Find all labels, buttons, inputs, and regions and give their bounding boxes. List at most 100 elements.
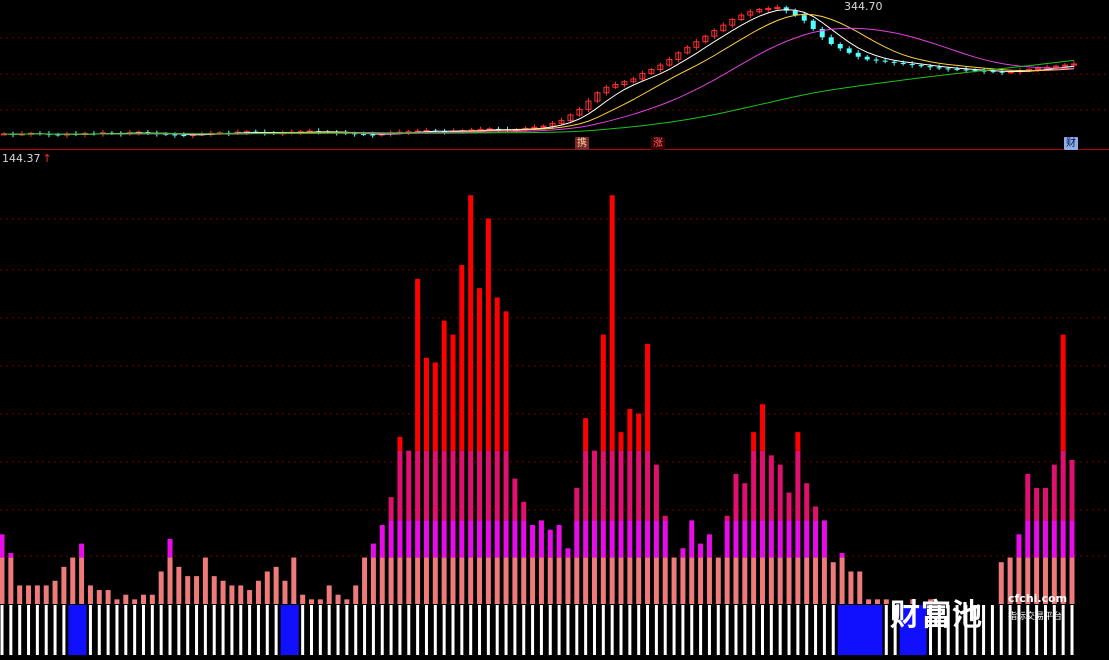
indicator-bar-segment bbox=[574, 487, 580, 521]
indicator-bar-segment bbox=[0, 534, 5, 558]
base-strip-block bbox=[917, 605, 927, 655]
indicator-bar-segment bbox=[724, 557, 730, 604]
candle-body bbox=[612, 83, 619, 88]
base-strip-bar bbox=[310, 605, 314, 655]
base-strip-bar bbox=[159, 605, 163, 655]
candle-body bbox=[172, 134, 178, 136]
indicator-bar-segment bbox=[441, 450, 447, 521]
indicator-bar-segment bbox=[839, 557, 845, 604]
base-strip-block bbox=[77, 605, 87, 655]
base-strip-bar bbox=[203, 605, 207, 655]
indicator-bar-segment bbox=[1034, 520, 1040, 558]
indicator-bar-segment bbox=[795, 557, 801, 604]
indicator-bar-segment bbox=[8, 557, 14, 604]
indicator-bar-segment bbox=[530, 525, 536, 558]
base-strip-bar bbox=[345, 605, 349, 655]
indicator-bar-segment bbox=[468, 450, 474, 521]
base-strip-bar bbox=[460, 605, 464, 655]
base-strip-bar bbox=[27, 605, 31, 655]
indicator-bar-segment bbox=[874, 599, 880, 604]
base-strip-bar bbox=[221, 605, 225, 655]
event-marker-3[interactable]: 财 bbox=[1064, 137, 1078, 150]
indicator-bar-segment bbox=[423, 357, 429, 451]
base-strip-bar bbox=[230, 605, 234, 655]
candle-body bbox=[945, 68, 951, 70]
base-strip-bar bbox=[601, 605, 605, 655]
indicator-bar-segment bbox=[768, 520, 774, 558]
indicator-bar-segment bbox=[43, 585, 49, 604]
indicator-bar-segment bbox=[636, 520, 642, 558]
indicator-bar-segment bbox=[804, 483, 810, 521]
indicator-bar-segment bbox=[1042, 520, 1048, 558]
base-strip-bar bbox=[654, 605, 658, 655]
indicator-bar-segment bbox=[1025, 473, 1031, 521]
base-strip-bar bbox=[937, 605, 941, 655]
watermark-tagline: 指标交易平台 bbox=[1008, 612, 1063, 622]
indicator-bar-segment bbox=[423, 557, 429, 604]
candle-body bbox=[621, 81, 628, 85]
indicator-bar-segment bbox=[742, 557, 748, 604]
indicator-bar-segment bbox=[432, 557, 438, 604]
indicator-bar-segment bbox=[928, 599, 934, 604]
indicator-bar-segment bbox=[795, 432, 801, 451]
candle-body bbox=[666, 59, 673, 66]
indicator-bar-segment bbox=[777, 520, 783, 558]
base-strip-bar bbox=[672, 605, 676, 655]
indicator-bar-segment bbox=[441, 557, 447, 604]
candle-body bbox=[1035, 67, 1042, 71]
base-strip-bar bbox=[548, 605, 552, 655]
base-strip-bar bbox=[380, 605, 384, 655]
indicator-bar-segment bbox=[477, 450, 483, 521]
base-strip-bar bbox=[814, 605, 818, 655]
indicator-bar-segment bbox=[795, 520, 801, 558]
indicator-bar-segment bbox=[1042, 557, 1048, 604]
indicator-bar-segment bbox=[229, 585, 235, 604]
indicator-bar-segment bbox=[574, 557, 580, 604]
indicator-bar-segment bbox=[530, 557, 536, 604]
indicator-bar-segment bbox=[1034, 487, 1040, 521]
indicator-bar-segment bbox=[238, 585, 244, 604]
indicator-bar-segment bbox=[715, 557, 721, 604]
base-strip-bar bbox=[133, 605, 137, 655]
indicator-bar-segment bbox=[636, 413, 642, 451]
base-strip-bar bbox=[893, 605, 897, 655]
indicator-bar-segment bbox=[317, 599, 323, 604]
indicator-bar-segment bbox=[1016, 557, 1022, 604]
candle-body bbox=[1053, 65, 1060, 68]
indicator-bar-segment bbox=[415, 557, 421, 604]
candle-body bbox=[594, 92, 601, 102]
indicator-bar-segment bbox=[1060, 334, 1066, 451]
base-strip-bar bbox=[1043, 605, 1047, 655]
indicator-bar-segment bbox=[70, 557, 76, 604]
base-strip-bar bbox=[1008, 605, 1012, 655]
base-strip-bar bbox=[610, 605, 614, 655]
base-strip-block bbox=[908, 605, 918, 655]
base-strip-bar bbox=[522, 605, 526, 655]
base-strip-bar bbox=[124, 605, 128, 655]
indicator-bar-segment bbox=[79, 557, 85, 604]
indicator-bar-segment bbox=[583, 557, 589, 604]
base-strip-bar bbox=[1070, 605, 1074, 655]
indicator-bar-segment bbox=[751, 450, 757, 521]
base-strip-block bbox=[873, 605, 883, 655]
indicator-bar-segment bbox=[857, 571, 863, 604]
candle-body bbox=[774, 6, 781, 9]
indicator-bar-segment bbox=[910, 599, 916, 604]
indicator-bar-segment bbox=[591, 520, 597, 558]
indicator-bar-segment bbox=[52, 580, 58, 604]
indicator-bar-segment bbox=[441, 520, 447, 558]
candle-body bbox=[801, 15, 807, 21]
base-strip-bar bbox=[106, 605, 110, 655]
base-strip-bar bbox=[955, 605, 959, 655]
indicator-bar-segment bbox=[777, 557, 783, 604]
event-marker-2[interactable]: 涨 bbox=[651, 137, 665, 150]
indicator-bar-segment bbox=[813, 520, 819, 558]
base-strip-bar bbox=[265, 605, 269, 655]
indicator-bar-segment bbox=[671, 557, 677, 604]
candle-body bbox=[900, 62, 906, 64]
event-marker-1[interactable]: 携 bbox=[575, 137, 589, 150]
indicator-bar-segment bbox=[450, 520, 456, 558]
base-strip-bar bbox=[1026, 605, 1030, 655]
base-strip-bar bbox=[371, 605, 375, 655]
indicator-bar-segment bbox=[618, 432, 624, 451]
